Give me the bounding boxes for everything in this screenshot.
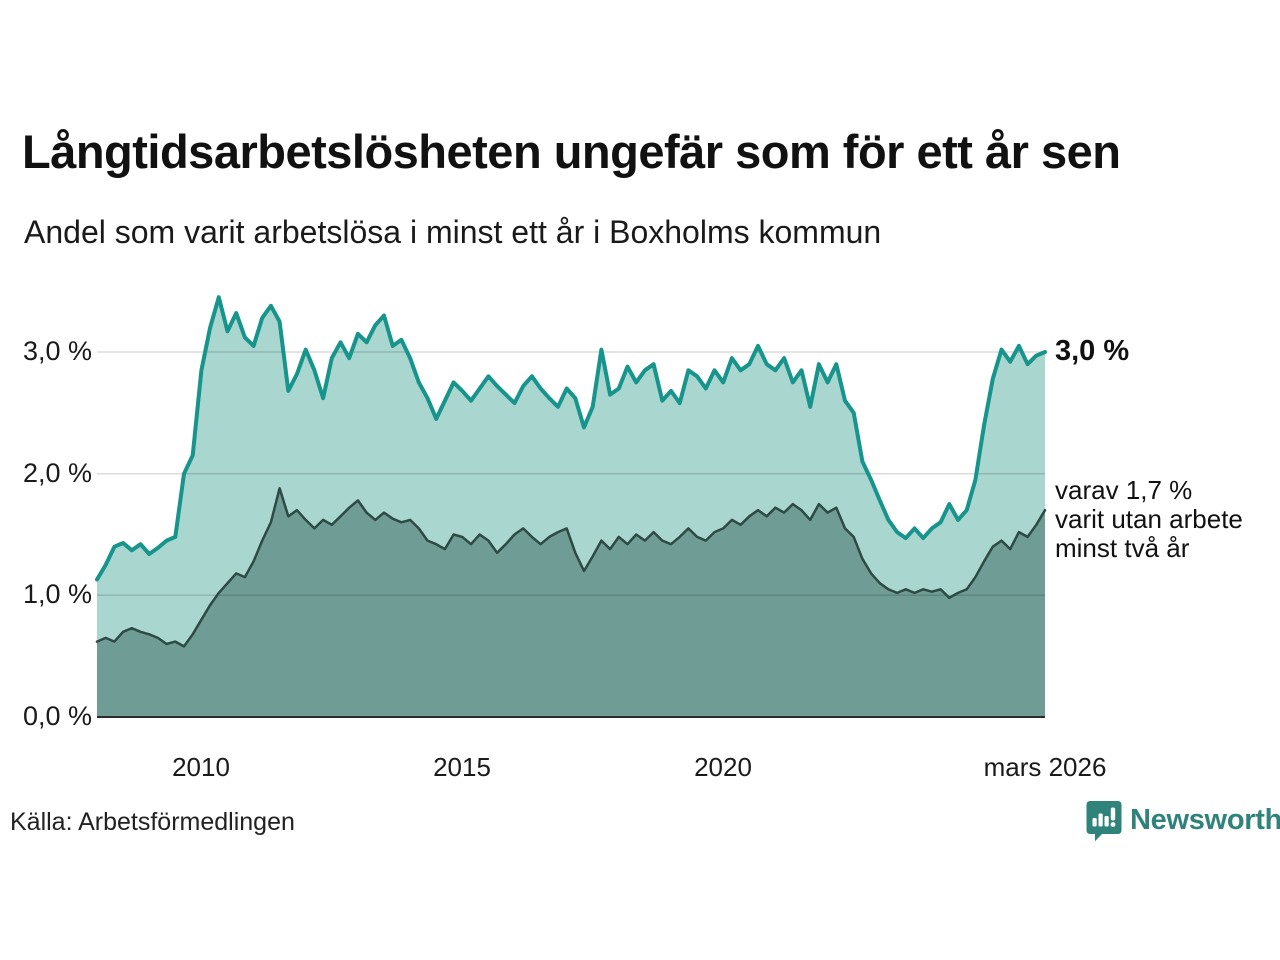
y-tick-label: 3,0 % <box>22 336 92 366</box>
latest-value-label: 3,0 % <box>1055 335 1130 367</box>
secondary-series-label: varav 1,7 % varit utan arbete minst två år <box>1055 476 1243 563</box>
area-fill-series-2 <box>97 488 1045 717</box>
chart-title: Långtidsarbetslösheten ungefär som för e… <box>22 125 1121 178</box>
y-tick-label: 2,0 % <box>22 457 92 488</box>
x-tick-label: 2010 <box>172 752 230 782</box>
y-tick-label: 1,0 % <box>22 579 92 610</box>
bar-chart-bubble-icon <box>1086 801 1122 842</box>
x-tick-label: mars 2026 <box>983 752 1107 782</box>
chart-subtitle: Andel som varit arbetslösa i minst ett å… <box>24 214 882 250</box>
source-note: Källa: Arbetsförmedlingen <box>10 808 295 836</box>
brand-name: Newsworthy <box>1130 804 1280 836</box>
secondary-series-label-line: varav 1,7 % <box>1055 475 1193 505</box>
secondary-series-label-line: minst två år <box>1055 533 1190 563</box>
line-series-2 <box>95 487 1047 648</box>
secondary-series-label-line: varit utan arbete <box>1055 504 1243 534</box>
x-tick-label: 2020 <box>694 752 752 782</box>
x-tick-label: 2015 <box>433 752 491 782</box>
y-tick-label: 0,0 % <box>22 701 92 731</box>
line-series-1 <box>95 295 1047 582</box>
gridlines <box>97 351 1045 597</box>
area-fills <box>97 297 1045 717</box>
newsworthy-logo[interactable]: Newsworthy <box>1086 800 1280 842</box>
series-lines <box>95 295 1047 648</box>
